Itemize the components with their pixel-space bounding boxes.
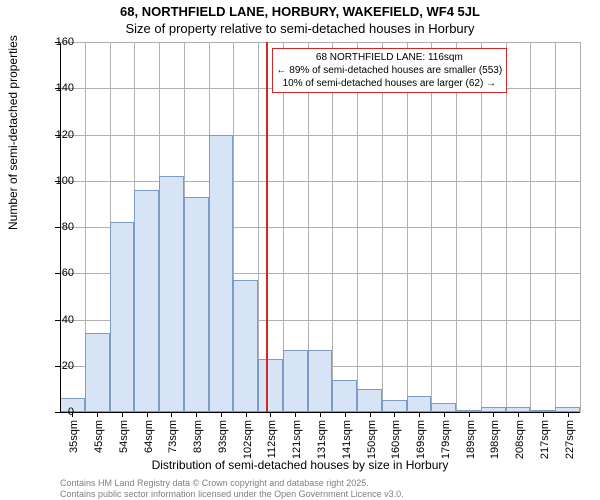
x-axis-label: Distribution of semi-detached houses by …	[0, 458, 600, 472]
chart-title: 68, NORTHFIELD LANE, HORBURY, WAKEFIELD,…	[0, 4, 600, 19]
y-tick-label: 120	[44, 129, 74, 141]
grid-line-vertical	[481, 42, 482, 412]
x-axis-line	[60, 412, 580, 413]
footer-line-2: Contains public sector information licen…	[60, 489, 404, 499]
y-tick-label: 160	[44, 36, 74, 48]
histogram-bar	[382, 400, 407, 412]
y-tick-label: 40	[44, 314, 74, 326]
histogram-bar	[332, 380, 357, 412]
grid-line-vertical	[407, 42, 408, 412]
annotation-box: 68 NORTHFIELD LANE: 116sqm← 89% of semi-…	[272, 48, 508, 93]
chart-subtitle: Size of property relative to semi-detach…	[0, 21, 600, 36]
grid-line-horizontal	[60, 135, 580, 136]
plot-area: 68 NORTHFIELD LANE: 116sqm← 89% of semi-…	[60, 42, 580, 412]
histogram-bar	[184, 197, 209, 412]
histogram-bar	[407, 396, 432, 412]
grid-line-vertical	[382, 42, 383, 412]
annotation-line: ← 89% of semi-detached houses are smalle…	[277, 64, 503, 77]
histogram-bar	[110, 222, 135, 412]
histogram-bar	[258, 359, 283, 412]
histogram-bar	[357, 389, 382, 412]
reference-line	[266, 42, 268, 412]
y-tick-label: 140	[44, 82, 74, 94]
histogram-bar	[283, 350, 308, 412]
grid-line-vertical	[530, 42, 531, 412]
histogram-bar	[431, 403, 456, 412]
histogram-bar	[85, 333, 110, 412]
annotation-line: 10% of semi-detached houses are larger (…	[277, 77, 503, 90]
y-tick-label: 60	[44, 267, 74, 279]
y-tick-label: 100	[44, 175, 74, 187]
histogram-bar	[134, 190, 159, 412]
grid-line-vertical	[456, 42, 457, 412]
right-axis-line	[580, 42, 581, 412]
histogram-bar	[209, 135, 234, 413]
grid-line-vertical	[332, 42, 333, 412]
histogram-bar	[308, 350, 333, 412]
grid-line-vertical	[357, 42, 358, 412]
chart-container: 68, NORTHFIELD LANE, HORBURY, WAKEFIELD,…	[0, 0, 600, 500]
grid-line-vertical	[555, 42, 556, 412]
histogram-bar	[233, 280, 258, 412]
grid-line-vertical	[431, 42, 432, 412]
y-tick-label: 0	[44, 406, 74, 418]
y-axis-label: Number of semi-detached properties	[6, 35, 20, 230]
grid-line-vertical	[506, 42, 507, 412]
y-tick-label: 20	[44, 360, 74, 372]
annotation-line: 68 NORTHFIELD LANE: 116sqm	[277, 51, 503, 64]
grid-line-vertical	[258, 42, 259, 412]
top-axis-line	[60, 42, 580, 43]
grid-line-horizontal	[60, 181, 580, 182]
y-tick-label: 80	[44, 221, 74, 233]
footer-line-1: Contains HM Land Registry data © Crown c…	[60, 478, 369, 488]
histogram-bar	[159, 176, 184, 412]
